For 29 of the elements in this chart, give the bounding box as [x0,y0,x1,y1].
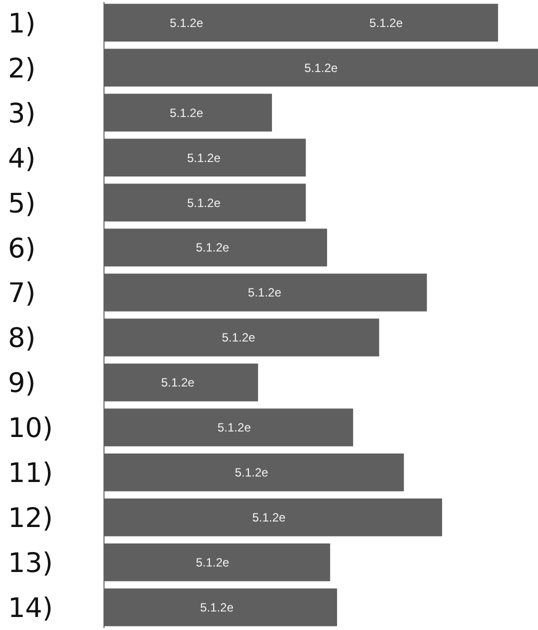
y-tick-label: 13) [8,548,53,580]
annotation: 5.1.2e [252,510,286,525]
y-tick-label: 12) [8,503,53,534]
annotation: 5.1.2e [170,16,204,30]
y-tick-label: 8) [8,323,36,354]
y-tick-label: 3) [8,98,36,130]
y-tick-label: 6) [8,233,36,264]
y-tick-label: 7) [8,278,36,310]
y-tick-label: 10) [8,413,53,444]
annotation: 5.1.2e [222,330,256,345]
y-tick-label: 2) [8,53,36,84]
annotation: 5.1.2e [187,150,221,165]
annotation: 5.1.2e [196,240,230,255]
y-tick-label: 5) [8,188,36,220]
annotation: 5.1.2e [369,16,404,30]
annotation: 5.1.2e [304,60,338,75]
y-tick-label: 4) [8,143,36,174]
annotation: 5.1.2e [187,196,221,210]
annotation: 5.1.2e [248,286,282,300]
y-tick-label: 11) [8,458,53,490]
annotation: 5.1.2e [161,376,195,390]
annotation: 5.1.2e [234,466,269,480]
annotation: 5.1.2e [218,420,252,435]
y-tick-label: 1) [8,8,36,40]
annotation: 5.1.2e [196,556,230,570]
annotation: 5.1.2e [200,600,234,615]
y-tick-label: 14) [8,593,53,624]
annotation: 5.1.2e [170,106,204,120]
y-tick-label: 9) [8,368,36,400]
